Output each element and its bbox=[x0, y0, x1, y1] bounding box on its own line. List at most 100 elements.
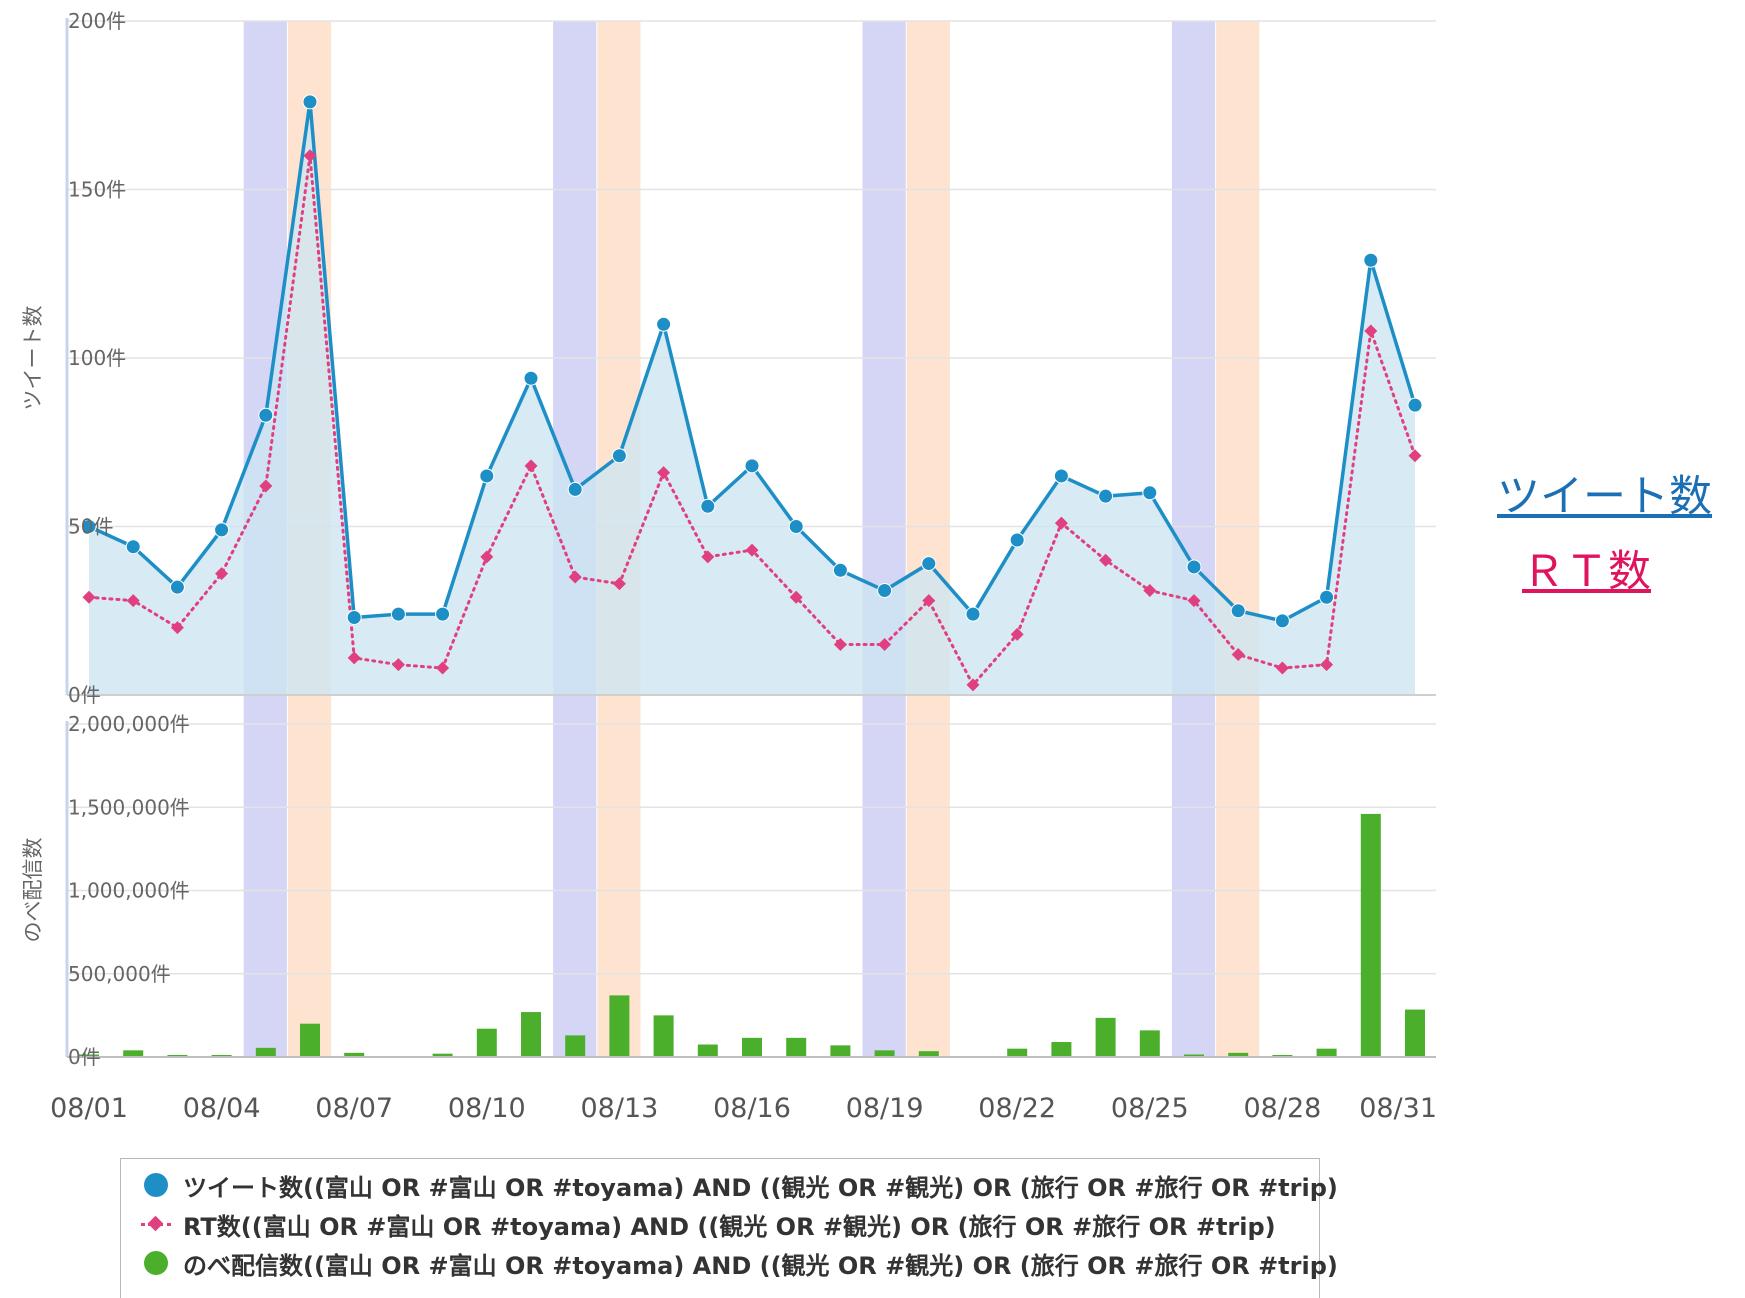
tweet-point[interactable] bbox=[125, 539, 141, 555]
tweet-point[interactable] bbox=[611, 448, 627, 464]
rt-point[interactable] bbox=[1099, 553, 1113, 567]
rt-point[interactable] bbox=[391, 658, 405, 672]
x-tick-label: 08/13 bbox=[580, 1093, 658, 1124]
delivery-bar[interactable] bbox=[874, 1050, 895, 1057]
tweet-point[interactable] bbox=[81, 519, 97, 534]
tweet-point[interactable] bbox=[302, 94, 318, 110]
tweet-count-link[interactable]: ツイート数 bbox=[1497, 472, 1712, 522]
tweet-point[interactable] bbox=[390, 606, 406, 622]
tweet-point[interactable] bbox=[1186, 559, 1202, 575]
rt-point[interactable] bbox=[1143, 584, 1157, 598]
legend-item-delivery[interactable]: のべ配信数((富山 OR #富山 OR #toyama) AND ((観光 OR… bbox=[141, 1245, 1338, 1281]
rt-point[interactable] bbox=[480, 550, 494, 564]
tweet-point[interactable] bbox=[832, 562, 848, 578]
tweet-point[interactable] bbox=[656, 316, 672, 332]
tweet-point[interactable] bbox=[1009, 532, 1025, 548]
delivery-bar[interactable] bbox=[521, 1012, 541, 1057]
rt-count-link[interactable]: ＲＴ数 bbox=[1522, 547, 1651, 597]
delivery-bar[interactable] bbox=[123, 1050, 144, 1057]
tweet-point[interactable] bbox=[1053, 468, 1069, 484]
delivery-bar[interactable] bbox=[1007, 1048, 1028, 1057]
rt-point[interactable] bbox=[215, 567, 229, 581]
rt-point[interactable] bbox=[966, 678, 980, 692]
delivery-bar[interactable] bbox=[79, 1054, 99, 1057]
delivery-bar[interactable] bbox=[476, 1028, 497, 1057]
tweet-point[interactable] bbox=[346, 609, 362, 625]
tweet-point[interactable] bbox=[1274, 613, 1290, 629]
bottom-panel-series bbox=[79, 813, 1425, 1057]
tweet-point[interactable] bbox=[567, 481, 583, 497]
delivery-bar[interactable] bbox=[1051, 1042, 1072, 1057]
tweet-point[interactable] bbox=[523, 370, 539, 386]
rt-point[interactable] bbox=[745, 543, 759, 557]
delivery-bar[interactable] bbox=[786, 1037, 807, 1057]
rt-point[interactable] bbox=[568, 570, 582, 584]
delivery-bar[interactable] bbox=[653, 1015, 674, 1057]
delivery-bar[interactable] bbox=[697, 1044, 718, 1057]
tweet-point[interactable] bbox=[700, 498, 716, 514]
rt-point[interactable] bbox=[922, 594, 936, 608]
tweet-point[interactable] bbox=[258, 407, 274, 423]
rt-point[interactable] bbox=[878, 637, 892, 651]
rt-point[interactable] bbox=[259, 479, 273, 493]
delivery-bar[interactable] bbox=[1405, 1009, 1425, 1057]
tweet-point[interactable] bbox=[965, 606, 981, 622]
delivery-bar[interactable] bbox=[1184, 1054, 1204, 1057]
tweet-point[interactable] bbox=[479, 468, 495, 484]
rt-point[interactable] bbox=[701, 550, 715, 564]
tweet-point[interactable] bbox=[921, 556, 937, 572]
rt-point[interactable] bbox=[833, 637, 847, 651]
rt-point[interactable] bbox=[612, 577, 626, 591]
rt-point[interactable] bbox=[436, 661, 450, 675]
legend-diamond-icon bbox=[141, 1209, 171, 1239]
delivery-bar[interactable] bbox=[344, 1052, 365, 1057]
tweet-point[interactable] bbox=[169, 579, 185, 595]
rt-point[interactable] bbox=[1231, 648, 1245, 662]
tweet-point[interactable] bbox=[1319, 589, 1335, 605]
rt-point[interactable] bbox=[347, 651, 361, 665]
rt-point[interactable] bbox=[170, 621, 184, 635]
delivery-bar[interactable] bbox=[1360, 813, 1381, 1057]
delivery-bar[interactable] bbox=[918, 1051, 939, 1057]
rt-point[interactable] bbox=[657, 466, 671, 480]
legend-circle-icon bbox=[141, 1248, 171, 1278]
rt-point[interactable] bbox=[789, 590, 803, 604]
tweet-point[interactable] bbox=[1230, 603, 1246, 619]
legend-item-rt[interactable]: RT数((富山 OR #富山 OR #toyama) AND ((観光 OR #… bbox=[141, 1206, 1276, 1242]
tweet-point[interactable] bbox=[744, 458, 760, 474]
tweet-point[interactable] bbox=[1363, 252, 1379, 268]
rt-point[interactable] bbox=[1054, 516, 1068, 530]
tweet-point[interactable] bbox=[877, 583, 893, 599]
x-tick-label: 08/04 bbox=[183, 1093, 261, 1124]
rt-point[interactable] bbox=[126, 594, 140, 608]
tweet-point[interactable] bbox=[788, 519, 804, 534]
legend-item-tweet[interactable]: ツイート数((富山 OR #富山 OR #toyama) AND ((観光 OR… bbox=[141, 1167, 1338, 1203]
tweet-point[interactable] bbox=[1098, 488, 1114, 504]
delivery-bar[interactable] bbox=[1228, 1052, 1249, 1057]
x-tick-label: 08/16 bbox=[713, 1093, 791, 1124]
delivery-bar[interactable] bbox=[300, 1023, 320, 1057]
rt-point[interactable] bbox=[1187, 594, 1201, 608]
rt-point[interactable] bbox=[303, 149, 317, 163]
rt-point[interactable] bbox=[1364, 324, 1378, 338]
delivery-bar[interactable] bbox=[1316, 1048, 1337, 1057]
rt-point[interactable] bbox=[524, 459, 538, 473]
delivery-bar[interactable] bbox=[830, 1045, 851, 1057]
tweet-point[interactable] bbox=[1407, 397, 1423, 413]
tweet-point[interactable] bbox=[435, 606, 451, 622]
delivery-bar[interactable] bbox=[565, 1035, 586, 1057]
rt-point[interactable] bbox=[1408, 449, 1422, 463]
delivery-bar[interactable] bbox=[1095, 1017, 1116, 1057]
delivery-bar[interactable] bbox=[1139, 1030, 1160, 1057]
delivery-bar[interactable] bbox=[432, 1053, 453, 1057]
tweet-point[interactable] bbox=[1142, 485, 1158, 501]
x-tick-label: 08/01 bbox=[50, 1093, 128, 1124]
rt-point[interactable] bbox=[82, 590, 96, 604]
delivery-bar[interactable] bbox=[609, 995, 630, 1057]
rt-point[interactable] bbox=[1275, 661, 1289, 675]
rt-point[interactable] bbox=[1320, 658, 1334, 672]
rt-point[interactable] bbox=[1010, 627, 1024, 641]
delivery-bar[interactable] bbox=[255, 1047, 276, 1057]
delivery-bar[interactable] bbox=[742, 1037, 762, 1057]
tweet-point[interactable] bbox=[214, 522, 230, 538]
